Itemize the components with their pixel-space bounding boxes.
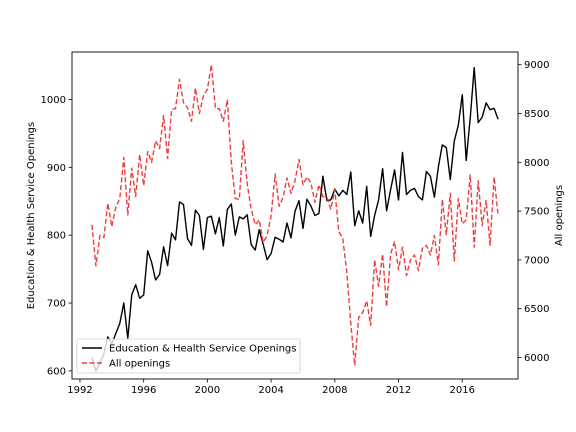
- y-tick-label: 600: [47, 366, 66, 377]
- y2-axis-label: All openings: [554, 185, 565, 246]
- y-tick-label: 900: [47, 163, 66, 174]
- y2-tick-label: 9000: [524, 60, 549, 71]
- y2-tick-label: 7500: [524, 207, 549, 218]
- series-line-1: [91, 63, 499, 366]
- plot-series: [91, 63, 499, 372]
- y-axis-right: 6000 6500 7000 7500 8000 8500 9000: [518, 60, 549, 364]
- plot-area-frame: [71, 51, 519, 380]
- x-tick-label: 2008: [322, 385, 347, 396]
- x-tick-label: 2016: [450, 385, 475, 396]
- legend-box: [76, 338, 301, 374]
- legend-label-education-health: Education & Health Service Openings: [109, 344, 296, 355]
- y2-tick-label: 6000: [524, 353, 549, 364]
- x-tick-label: 1992: [67, 385, 92, 396]
- y-axis-label: Education & Health Service Openings: [26, 122, 37, 309]
- y-tick-label: 700: [47, 299, 66, 310]
- x-axis: 1992 1996 2000 2004 2008 2012 2016: [67, 379, 475, 396]
- x-tick-label: 2012: [386, 385, 411, 396]
- legend: Education & Health Service Openings All …: [76, 338, 301, 374]
- y2-tick-label: 8000: [524, 158, 549, 169]
- x-tick-label: 2004: [258, 385, 283, 396]
- y2-tick-label: 7000: [524, 255, 549, 266]
- y-tick-label: 800: [47, 231, 66, 242]
- x-tick-label: 2000: [195, 385, 220, 396]
- y2-tick-label: 6500: [524, 304, 549, 315]
- series-line-0: [91, 66, 499, 372]
- y2-tick-label: 8500: [524, 109, 549, 120]
- y-axis-left: 600 700 800 900 1000: [41, 95, 72, 377]
- x-tick-label: 1996: [131, 385, 156, 396]
- legend-label-all-openings: All openings: [109, 359, 170, 370]
- y-tick-label: 1000: [41, 95, 66, 106]
